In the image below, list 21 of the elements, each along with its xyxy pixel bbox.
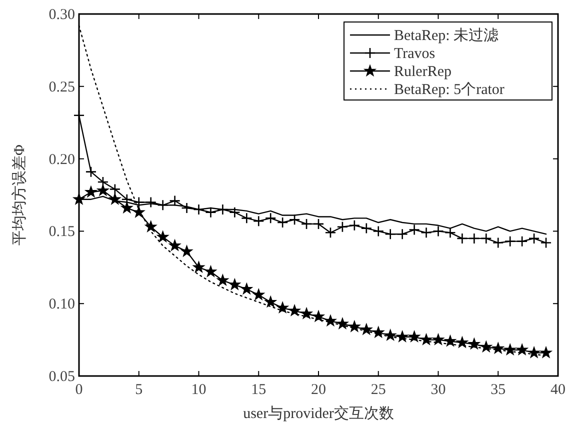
y-tick-label: 0.25 [48, 79, 75, 96]
legend-label: RulerRep [394, 64, 452, 80]
x-tick-label: 0 [75, 382, 83, 398]
x-tick-label: 35 [490, 382, 506, 398]
x-tick-label: 10 [191, 382, 206, 398]
x-tick-label: 20 [311, 382, 326, 398]
legend-label: BetaRep: 5个rator [394, 81, 504, 98]
y-tick-label: 0.10 [48, 296, 75, 313]
y-tick-label: 0.15 [48, 224, 75, 240]
y-axis-title: 平均均方误差Φ [11, 144, 28, 246]
y-tick-label: 0.05 [48, 369, 75, 385]
y-tick-label: 0.30 [48, 7, 75, 23]
x-tick-label: 25 [370, 382, 386, 398]
legend-label: Travos [394, 46, 436, 62]
legend-label: BetaRep: 未过滤 [394, 27, 499, 44]
x-axis-title: user与provider交互次数 [243, 405, 394, 422]
y-tick-label: 0.20 [48, 152, 75, 168]
x-tick-label: 40 [550, 382, 566, 398]
x-tick-label: 15 [251, 382, 266, 398]
x-tick-label: 5 [135, 382, 143, 398]
x-tick-label: 30 [430, 382, 446, 398]
